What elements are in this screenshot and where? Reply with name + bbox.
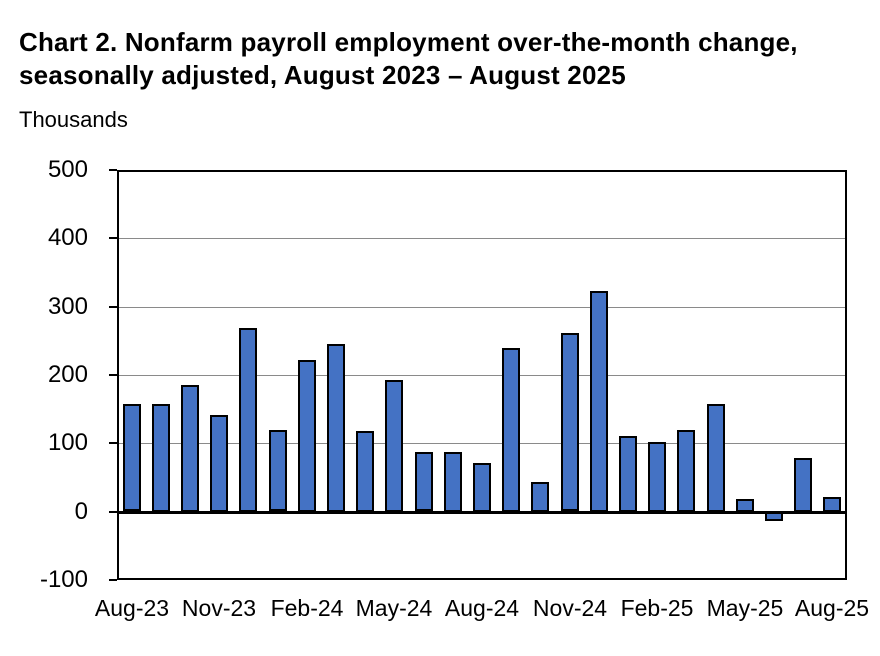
bar-Jul-24	[444, 452, 462, 512]
y-tick-label-400: 400	[47, 224, 88, 251]
bar-Jan-24	[269, 430, 287, 511]
y-tick-200	[109, 374, 117, 376]
gridline-400	[117, 238, 847, 239]
y-tick-400	[109, 237, 117, 239]
bar-Nov-23	[210, 415, 228, 512]
chart-title: Chart 2. Nonfarm payroll employment over…	[19, 26, 798, 92]
gridline-200	[117, 375, 847, 376]
bar-May-24	[385, 380, 403, 512]
x-tick-label-Aug-25: Aug-25	[794, 595, 870, 621]
bar-Jul-25	[794, 458, 812, 512]
bar-Feb-25	[648, 442, 666, 512]
y-tick-label-200: 200	[47, 361, 88, 388]
bar-Mar-25	[677, 430, 695, 512]
bar-Aug-23	[123, 404, 141, 511]
bar-Aug-24	[473, 463, 491, 512]
x-tick-label-May-25: May-25	[706, 595, 784, 621]
x-tick-label-Feb-24: Feb-24	[270, 595, 344, 621]
bar-Oct-23	[181, 385, 199, 512]
bar-Dec-24	[590, 291, 608, 512]
plot-area-border	[117, 170, 847, 580]
y-axis-units-label: Thousands	[19, 107, 128, 132]
x-tick-label-Aug-23: Aug-23	[94, 595, 170, 621]
y-tick-label-0: 0	[74, 498, 88, 525]
bar-Apr-25	[707, 404, 725, 512]
bar-Jun-24	[415, 452, 433, 511]
y-tick-100	[109, 442, 117, 444]
zero-line	[117, 511, 847, 514]
bar-Nov-24	[561, 333, 579, 511]
chart-title-line1: Chart 2. Nonfarm payroll employment over…	[19, 27, 798, 57]
bar-Apr-24	[356, 431, 374, 512]
x-tick-label-Aug-24: Aug-24	[444, 595, 520, 621]
y-tick-label-300: 300	[47, 293, 88, 320]
bar-Sep-23	[152, 404, 170, 512]
x-tick-label-May-24: May-24	[355, 595, 433, 621]
bar-Feb-24	[298, 360, 316, 512]
bar-May-25	[736, 499, 754, 512]
bar-Dec-23	[239, 328, 257, 512]
gridline-300	[117, 307, 847, 308]
y-tick-0	[109, 511, 117, 513]
y-tick-500	[109, 169, 117, 171]
bar-Jan-25	[619, 436, 637, 512]
y-tick-label--100: -100	[39, 566, 88, 593]
bar-Mar-24	[327, 344, 345, 512]
y-tick-300	[109, 306, 117, 308]
x-tick-label-Feb-25: Feb-25	[620, 595, 694, 621]
bar-Jun-25	[765, 512, 783, 521]
y-tick--100	[109, 579, 117, 581]
chart-title-line2: seasonally adjusted, August 2023 – Augus…	[19, 60, 626, 90]
bar-Oct-24	[531, 482, 549, 512]
y-tick-label-100: 100	[47, 429, 88, 456]
x-tick-label-Nov-23: Nov-23	[181, 595, 257, 621]
gridline-100	[117, 443, 847, 444]
bar-Aug-25	[823, 497, 841, 512]
bar-Sep-24	[502, 348, 520, 512]
x-tick-label-Nov-24: Nov-24	[532, 595, 608, 621]
y-tick-label-500: 500	[47, 156, 88, 183]
